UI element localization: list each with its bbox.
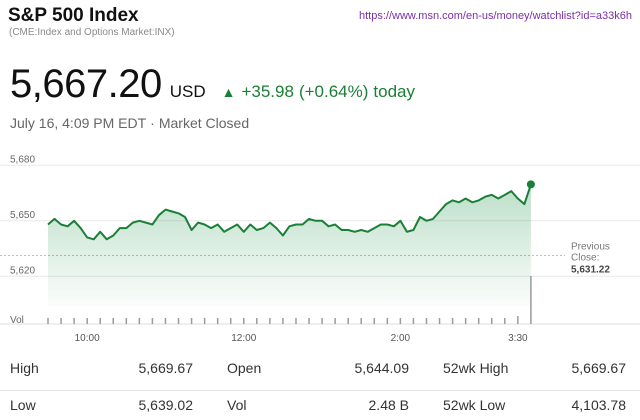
volume-bar <box>164 318 167 324</box>
page-url[interactable]: https://www.msn.com/en-us/money/watchlis… <box>359 10 632 22</box>
stats-row: High 5,669.67 Open 5,644.09 52wk High 5,… <box>0 360 640 388</box>
quote-date-time: July 16, 4:09 PM EDT <box>10 115 147 131</box>
previous-close-label: Previous <box>571 241 610 252</box>
market-status: Market Closed <box>158 115 250 131</box>
volume-bar <box>438 318 441 324</box>
exchange-subtitle: (CME:Index and Options Market:INX) <box>9 27 175 38</box>
volume-bar <box>60 318 62 324</box>
last-price-marker <box>526 180 535 189</box>
volume-bar <box>399 318 402 324</box>
currency-label: USD <box>169 82 206 101</box>
stat-value-low: 5,639.02 <box>138 397 194 413</box>
stat-value-vol: 2.48 B <box>368 397 409 413</box>
volume-bar <box>490 318 493 324</box>
volume-label: Vol <box>10 315 24 326</box>
volume-bar <box>360 318 362 324</box>
volume-bar <box>99 318 101 324</box>
volume-bar <box>517 316 519 324</box>
volume-bar <box>269 318 271 324</box>
volume-bar <box>73 318 75 324</box>
volume-bar <box>308 318 310 324</box>
current-price: 5,667.20 <box>10 62 162 106</box>
change-suffix: today <box>373 82 415 101</box>
volume-bar <box>190 318 193 324</box>
stats-divider <box>0 390 640 391</box>
volume-bar <box>216 318 219 324</box>
volume-bar <box>203 318 206 324</box>
volume-bar <box>282 318 284 324</box>
previous-close-label: Close: <box>571 252 599 263</box>
volume-bar <box>451 318 454 324</box>
price-line <box>47 184 532 241</box>
up-triangle-icon: ▲ <box>221 84 236 100</box>
intraday-chart[interactable]: 5,680 5,650 5,620 Vol 10:00 12:00 2:00 3:30 Prev… <box>0 148 640 348</box>
volume-bar <box>256 318 258 324</box>
volume-bar <box>177 318 180 324</box>
stat-value-52wk-low: 4,103.78 <box>571 397 627 413</box>
volume-bar <box>530 276 532 324</box>
timestamp-separator: · <box>150 115 155 131</box>
volume-bar <box>321 318 323 324</box>
volume-bar <box>86 318 88 324</box>
x-tick-label: 10:00 <box>75 333 100 344</box>
stat-value-52wk-high: 5,669.67 <box>571 360 627 376</box>
change-percent: (+0.64%) <box>298 82 369 101</box>
volume-bar <box>464 318 467 324</box>
y-tick-label: 5,680 <box>10 154 35 165</box>
stat-label-high: High <box>10 360 39 376</box>
x-tick-label: 3:30 <box>508 333 528 344</box>
volume-bar <box>138 318 141 324</box>
previous-close-value: 5,631.22 <box>571 264 610 275</box>
volume-bar <box>412 318 415 324</box>
x-tick-label: 12:00 <box>231 333 256 344</box>
volume-bar <box>47 318 49 324</box>
change-value: +35.98 <box>241 82 294 101</box>
volume-bar <box>477 318 480 324</box>
volume-bar <box>425 318 428 324</box>
volume-bar <box>229 318 232 324</box>
x-tick-label: 2:00 <box>391 333 411 344</box>
volume-bar <box>112 318 115 324</box>
stats-row: Low 5,639.02 Vol 2.48 B 52wk Low 4,103.7… <box>0 397 640 420</box>
volume-bar <box>373 318 376 324</box>
page-title: S&P 500 Index <box>8 5 139 26</box>
stat-value-high: 5,669.67 <box>138 360 194 376</box>
volume-bar <box>334 318 336 324</box>
volume-bar <box>125 318 128 324</box>
volume-bar <box>243 318 245 324</box>
y-tick-label: 5,650 <box>10 210 35 221</box>
volume-bar <box>386 318 389 324</box>
price-row: 5,667.20 USD ▲ +35.98 (+0.64%) today <box>10 62 415 107</box>
stat-label-vol: Vol <box>227 397 247 413</box>
stat-label-52wk-high: 52wk High <box>443 360 509 376</box>
y-tick-label: 5,620 <box>10 265 35 276</box>
volume-bar <box>504 318 506 324</box>
price-area <box>48 184 531 306</box>
price-change: ▲ +35.98 (+0.64%) today <box>222 82 415 102</box>
stat-label-52wk-low: 52wk Low <box>443 397 506 413</box>
stat-value-open: 5,644.09 <box>354 360 410 376</box>
quote-timestamp: July 16, 4:09 PM EDT · Market Closed <box>10 115 249 131</box>
stat-label-low: Low <box>10 397 36 413</box>
stat-label-open: Open <box>227 360 262 376</box>
volume-bar <box>347 318 349 324</box>
volume-bar <box>295 318 297 324</box>
volume-bar <box>151 318 154 324</box>
